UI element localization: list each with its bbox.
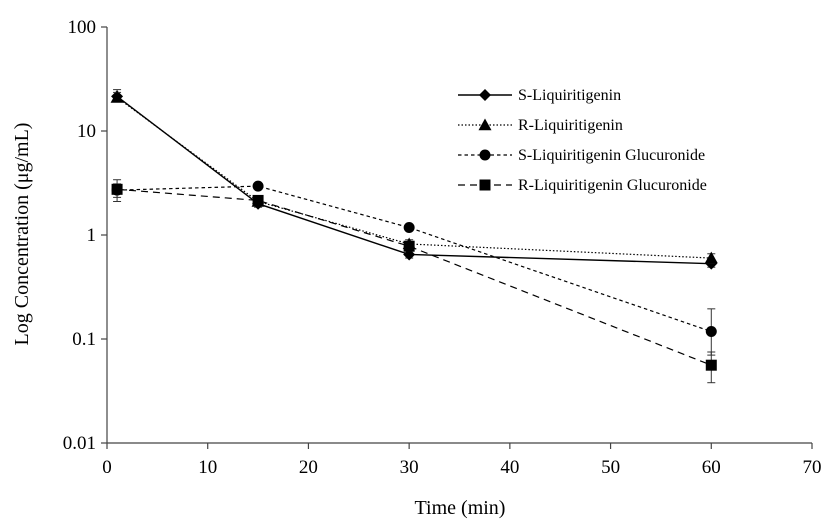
x-tick-label: 10 — [198, 457, 217, 478]
x-tick-label: 40 — [500, 457, 519, 478]
data-point — [403, 222, 415, 234]
legend-label-2: R-Liquiritigenin — [518, 117, 623, 134]
x-tick-label: 20 — [299, 457, 318, 478]
x-tick-label: 30 — [400, 457, 419, 478]
data-point — [252, 194, 264, 206]
data-point — [705, 326, 717, 338]
data-point — [252, 180, 264, 192]
series-line — [117, 185, 712, 333]
y-axis-title: Log Concentration (μg/mL) — [11, 123, 33, 346]
y-tick-label: 0.01 — [63, 433, 96, 454]
legend-marker-1 — [479, 89, 491, 101]
y-tick-label: 100 — [68, 17, 97, 38]
data-point — [704, 251, 718, 264]
data-point — [705, 359, 717, 371]
legend-marker-3 — [479, 149, 491, 161]
y-tick-label: 1 — [87, 225, 97, 246]
series-line — [117, 188, 712, 366]
x-axis-title: Time (min) — [415, 497, 506, 519]
series-4 — [111, 179, 717, 384]
data-point — [403, 240, 415, 252]
legend-marker-4 — [479, 179, 491, 191]
x-tick-label: 70 — [803, 457, 822, 478]
y-tick-label: 0.1 — [72, 329, 96, 350]
x-tick-label: 0 — [102, 457, 112, 478]
legend-marker-2 — [478, 118, 492, 131]
y-tick-label: 10 — [77, 121, 96, 142]
series-layer — [110, 89, 718, 384]
legend-label-4: R-Liquiritigenin Glucuronide — [518, 177, 707, 194]
axes: 0 10 20 30 40 50 60 70 0.01 0.1 1 10 100 — [63, 17, 822, 478]
data-point — [110, 90, 124, 103]
legend-label-1: S-Liquiritigenin — [518, 87, 621, 104]
data-point — [111, 183, 123, 195]
legend: S-Liquiritigenin R-Liquiritigenin S-Liquir… — [458, 87, 707, 194]
series-line — [116, 97, 712, 259]
x-tick-label: 50 — [601, 457, 620, 478]
x-tick-label: 60 — [702, 457, 721, 478]
legend-label-3: S-Liquiritigenin Glucuronide — [518, 147, 705, 164]
series-3 — [111, 180, 717, 356]
